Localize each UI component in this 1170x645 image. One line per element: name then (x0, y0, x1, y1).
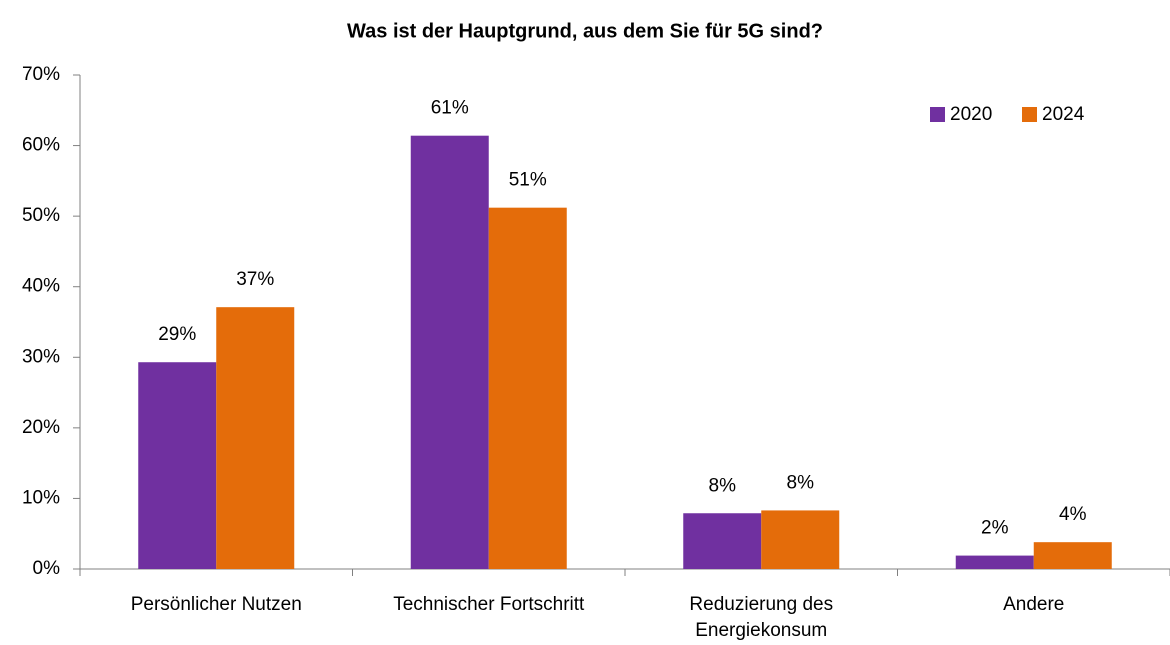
y-tick-label: 50% (22, 205, 60, 226)
bar (410, 135, 489, 570)
data-label: 8% (709, 475, 737, 496)
bar (138, 362, 217, 569)
bar (1033, 542, 1112, 569)
chart-title: Was ist der Hauptgrund, aus dem Sie für … (347, 20, 823, 42)
y-tick-label: 40% (22, 276, 60, 297)
bar (216, 307, 295, 569)
y-tick-label: 20% (22, 417, 60, 438)
bar (955, 555, 1034, 569)
y-tick-label: 0% (33, 558, 61, 579)
data-label: 29% (158, 324, 196, 345)
data-label: 2% (981, 518, 1009, 539)
data-label: 4% (1059, 504, 1087, 525)
x-tick-label: Persönlicher Nutzen (130, 594, 302, 615)
x-tick-label: Andere (1003, 594, 1065, 615)
legend-swatch (1022, 107, 1037, 122)
data-label: 37% (236, 269, 274, 290)
y-tick-label: 60% (22, 135, 60, 156)
legend-label: 2020 (950, 104, 992, 125)
bar (488, 207, 567, 569)
y-tick-label: 30% (22, 346, 60, 367)
legend-swatch (930, 107, 945, 122)
data-label: 51% (509, 170, 547, 191)
bar (761, 510, 840, 569)
bar (683, 513, 762, 569)
data-label: 61% (431, 98, 469, 119)
y-tick-label: 70% (22, 64, 60, 85)
x-tick-label: Reduzierung des Energiekonsum (689, 594, 834, 641)
x-tick-label: Technischer Fortschritt (393, 594, 585, 615)
data-label: 8% (787, 472, 815, 493)
legend-label: 2024 (1042, 104, 1085, 125)
y-tick-label: 10% (22, 487, 60, 508)
